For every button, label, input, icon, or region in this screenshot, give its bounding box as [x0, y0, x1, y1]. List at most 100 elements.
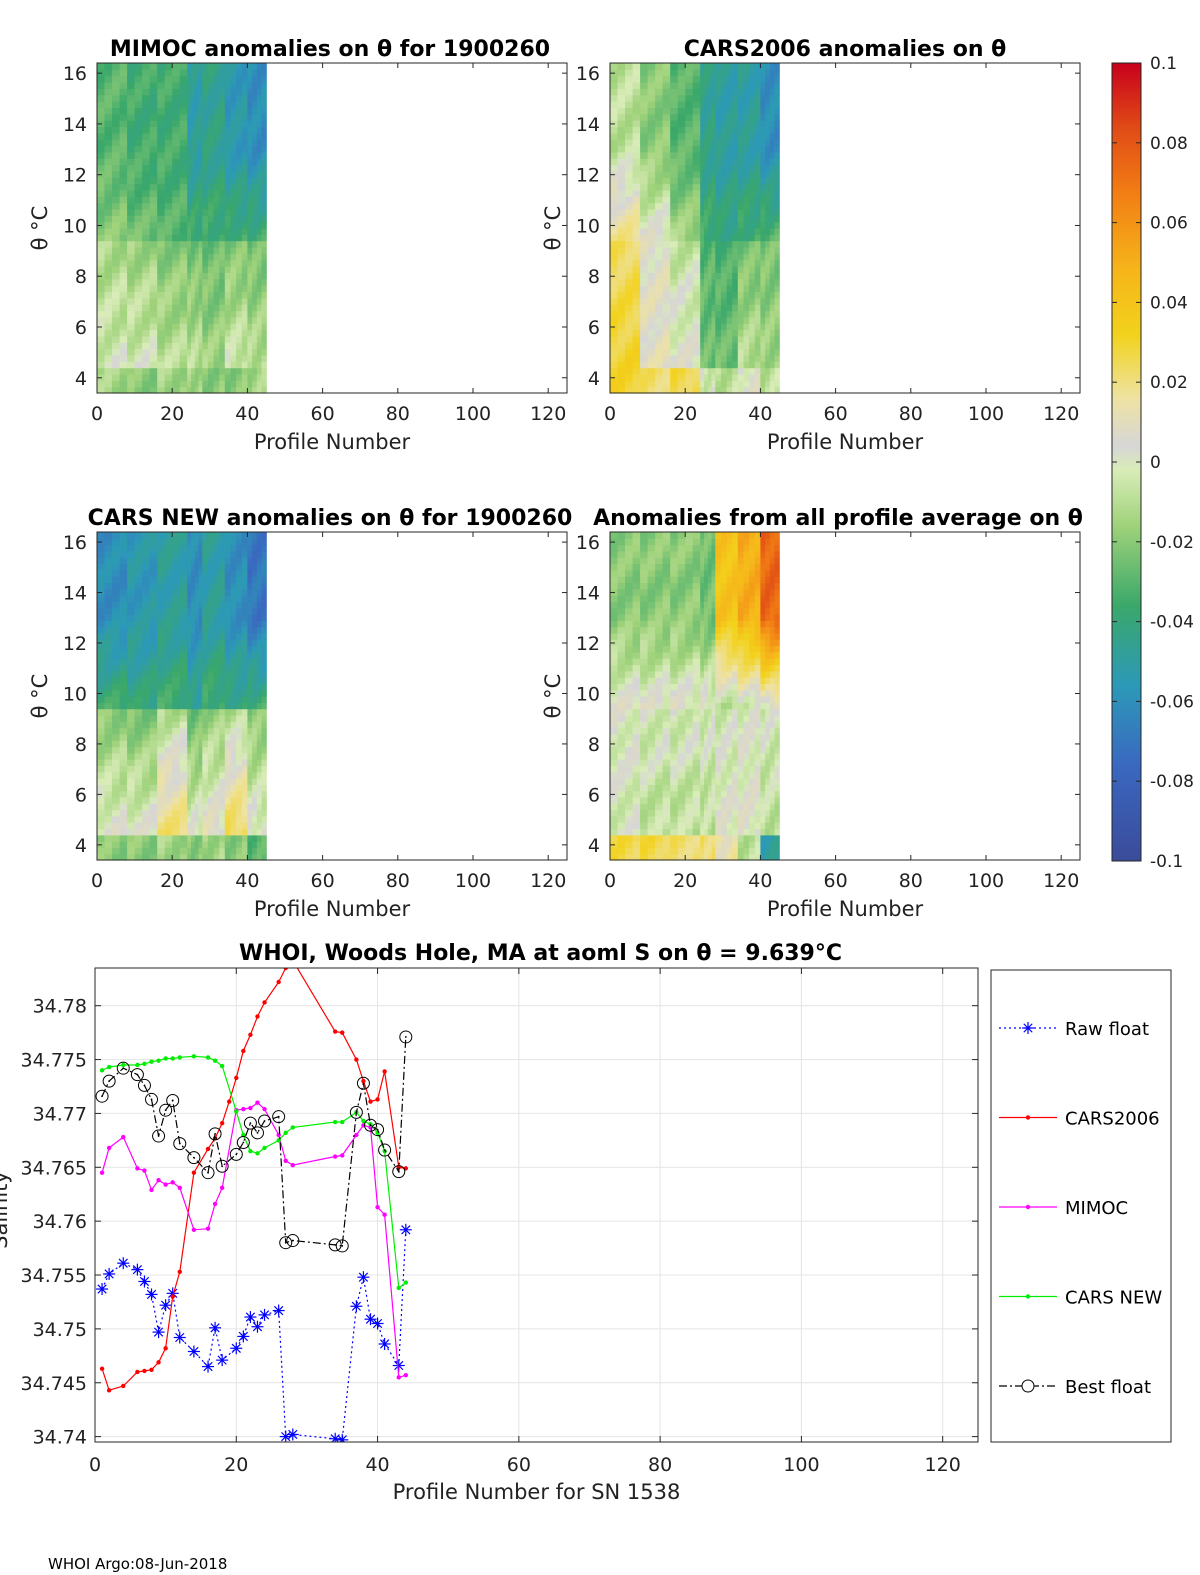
heatmap-cell [261, 183, 267, 191]
heatmap-cell [241, 69, 248, 77]
heatmap-cell [769, 367, 776, 375]
heatmap-cell [632, 164, 641, 172]
heatmap-cell [765, 63, 771, 70]
heatmap-cell [194, 847, 200, 855]
heatmap-cell [119, 714, 128, 722]
heatmap-cell [743, 145, 750, 153]
heatmap-cell [720, 374, 728, 381]
heatmap-cell [662, 253, 671, 261]
heatmap-cell [236, 304, 243, 312]
heatmap-cell [677, 386, 686, 394]
heatmap-cell [219, 374, 226, 381]
heatmap-cell [194, 272, 200, 280]
heatmap-cell [677, 82, 686, 89]
heatmap-cell [104, 664, 113, 672]
heatmap-cell [230, 626, 237, 634]
heatmap-cell [632, 386, 641, 394]
heatmap-cell [247, 532, 253, 539]
heatmap-cell [662, 101, 671, 108]
heatmap-cell [194, 285, 200, 292]
heatmap-cell [219, 847, 226, 855]
heatmap-cell [704, 75, 709, 83]
heatmap-cell [720, 272, 728, 280]
heatmap-cell [256, 544, 263, 552]
heatmap-cell [655, 177, 664, 185]
heatmap-cell [704, 145, 709, 153]
heatmap-cell [743, 291, 750, 299]
heatmap-cell [765, 335, 771, 343]
heatmap-cell [191, 189, 196, 197]
heatmap-cell [134, 266, 143, 273]
heatmap-cell [191, 746, 196, 754]
heatmap-cell [726, 113, 733, 121]
heatmap-cell [202, 158, 209, 166]
heatmap-cell [677, 101, 686, 108]
heatmap-cell [207, 620, 215, 628]
heatmap-cell [230, 727, 237, 735]
heatmap-cell [774, 221, 780, 229]
heatmap-cell [632, 234, 641, 242]
heatmap-cell [134, 607, 143, 615]
heatmap-cell [164, 259, 173, 267]
heatmap-cell [256, 323, 263, 331]
heatmap-cell [219, 689, 226, 697]
heatmap-cell [617, 557, 626, 565]
heatmap-cell [765, 75, 771, 83]
heatmap-cell [236, 158, 243, 166]
heatmap-cell [191, 75, 196, 83]
heatmap-cell [213, 202, 220, 210]
heatmap-cell [677, 272, 686, 280]
heatmap-cell [715, 240, 722, 248]
heatmap-cell [134, 677, 143, 684]
heatmap-cell [685, 323, 694, 331]
heatmap-cell [711, 151, 716, 159]
heatmap-cell [119, 101, 128, 108]
y-axis-label: θ °C [28, 674, 52, 719]
heatmap-cell [187, 822, 192, 830]
heatmap-cell [191, 796, 196, 804]
heatmap-cell [692, 853, 701, 861]
heatmap-cell [662, 139, 671, 147]
heatmap-cell [207, 834, 215, 842]
heatmap-cell [749, 228, 756, 235]
heatmap-cell [157, 189, 166, 197]
heatmap-cell [119, 120, 128, 127]
heatmap-cell [732, 120, 739, 127]
heatmap-cell [625, 329, 634, 337]
heatmap-cell [104, 834, 113, 842]
heatmap-cell [198, 278, 203, 286]
heatmap-cell [157, 139, 166, 147]
heatmap-cell [112, 809, 121, 817]
heatmap-cell [112, 126, 121, 134]
heatmap-cell [662, 595, 671, 602]
heatmap-cell [224, 727, 231, 735]
heatmap-cell [769, 259, 776, 267]
heatmap-cell [685, 253, 694, 261]
heatmap-cell [198, 335, 203, 343]
heatmap-cell [119, 221, 128, 229]
heatmap-cell [134, 778, 143, 785]
heatmap-cell [236, 221, 243, 229]
heatmap-cell [711, 107, 716, 115]
heatmap-cell [655, 285, 664, 292]
heatmap-cell [647, 658, 656, 666]
heatmap-cell [134, 88, 143, 96]
heatmap-cell [219, 853, 226, 861]
heatmap-cell [202, 82, 209, 89]
heatmap-cell [707, 361, 713, 369]
heatmap-cell [213, 828, 220, 836]
heatmap-cell [760, 342, 766, 350]
heatmap-cell [617, 132, 626, 140]
heatmap-cell [104, 733, 113, 741]
heatmap-cell [194, 765, 200, 773]
heatmap-cell [720, 259, 728, 267]
heatmap-cell [127, 367, 136, 375]
heatmap-cell [670, 221, 679, 229]
heatmap-cell [236, 614, 243, 621]
heatmap-cell [236, 228, 243, 235]
heatmap-cell [127, 342, 136, 350]
heatmap-cell [655, 664, 664, 672]
heatmap-cell [219, 253, 226, 261]
heatmap-cell [749, 354, 756, 362]
